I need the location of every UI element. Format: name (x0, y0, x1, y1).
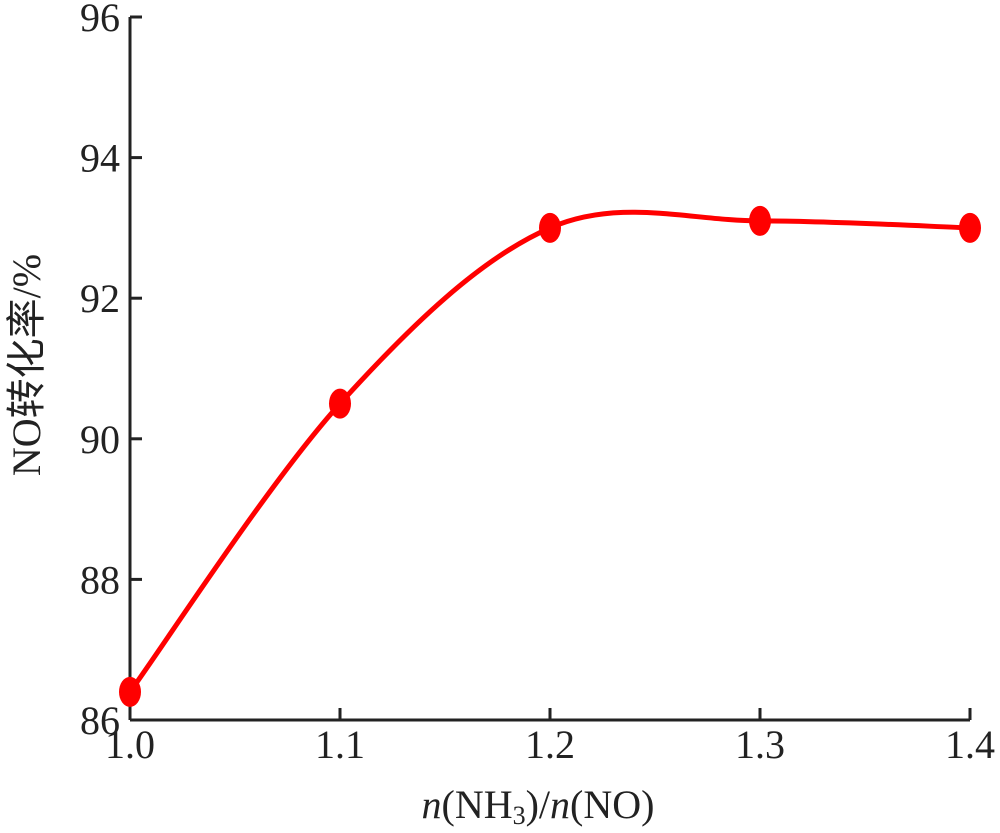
x-label-sub: 3 (513, 801, 526, 830)
data-point (329, 388, 351, 419)
data-point (749, 205, 771, 236)
y-ticks: 86 88 90 92 94 96 (80, 0, 142, 743)
x-tick-label: 1.3 (735, 722, 785, 767)
x-tick-label: 1.0 (105, 722, 155, 767)
data-point (539, 212, 561, 243)
x-ticks: 1.0 1.1 1.2 1.3 1.4 (105, 708, 995, 767)
series-layer (119, 205, 981, 707)
series-line (127, 209, 973, 695)
x-label-open: (NH (442, 782, 513, 827)
x-label-close: (NO) (570, 782, 654, 827)
y-tick-label: 94 (80, 136, 120, 181)
x-tick-label: 1.2 (525, 722, 575, 767)
x-tick-label: 1.1 (315, 722, 365, 767)
y-tick-label: 96 (80, 0, 120, 40)
x-label-n2: n (550, 782, 570, 827)
y-tick-label: 86 (80, 698, 120, 743)
y-axis-label: NO转化率/% (4, 254, 49, 476)
x-tick-label: 1.4 (945, 722, 995, 767)
y-tick-label: 88 (80, 557, 120, 602)
data-point (959, 212, 981, 243)
x-axis-label: n(NH3)/n(NO) (422, 782, 655, 830)
y-tick-label: 90 (80, 417, 120, 462)
x-label-n1: n (422, 782, 442, 827)
x-label-mid: )/ (526, 782, 551, 827)
data-point (119, 676, 141, 707)
y-tick-label: 92 (80, 276, 120, 321)
axes (128, 17, 970, 722)
